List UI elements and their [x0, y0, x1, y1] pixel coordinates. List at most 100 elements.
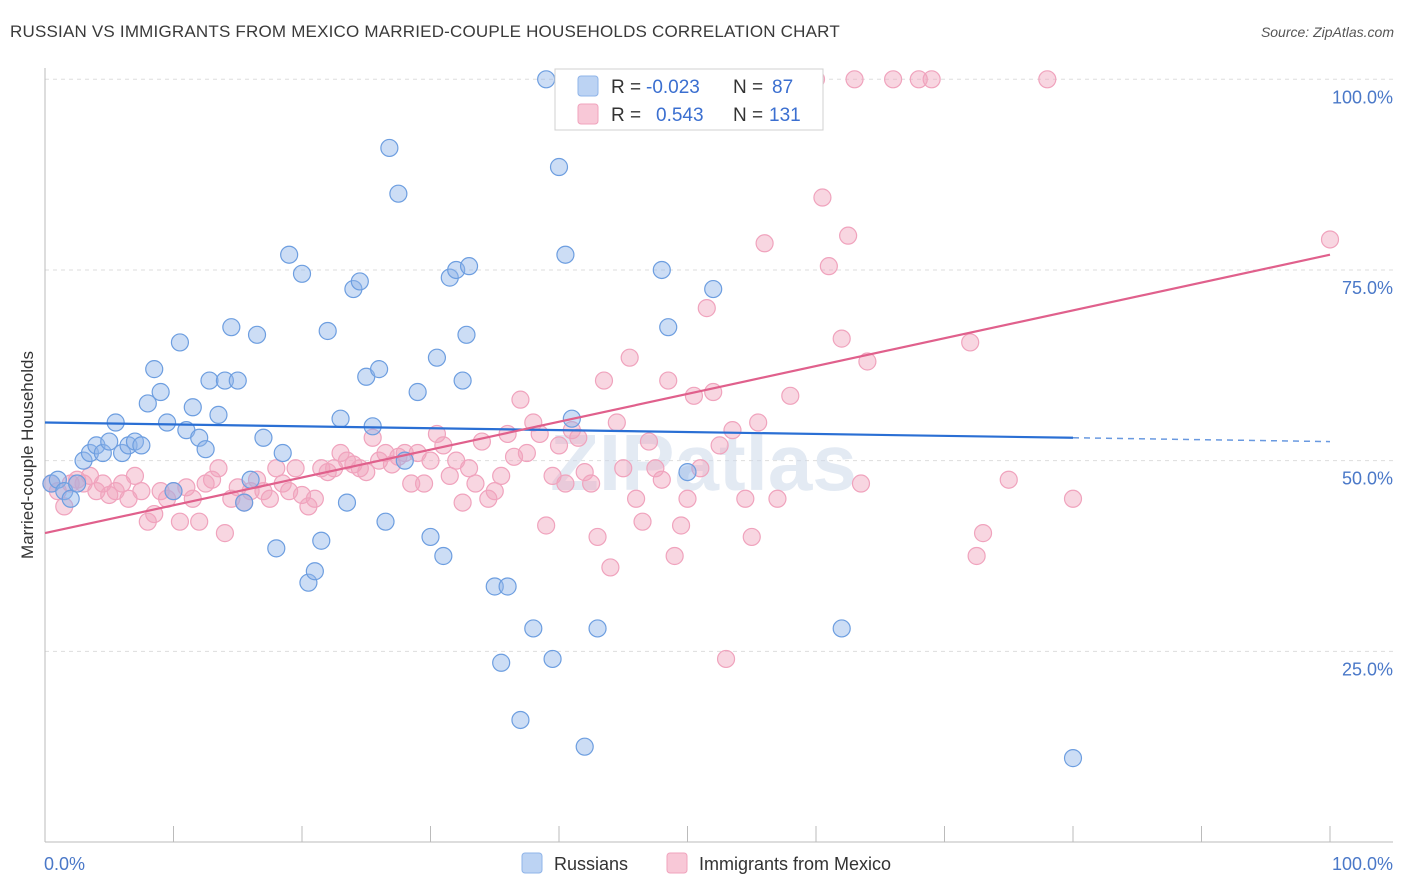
mexico-point: [999, 470, 1018, 489]
russian-point: [350, 272, 369, 291]
mexico-r-value: 0.543: [656, 105, 704, 126]
russian-point: [537, 70, 556, 89]
mexico-legend-swatch: [577, 103, 599, 125]
russian-point: [344, 279, 363, 299]
mexico-point: [973, 524, 993, 543]
mexico-point: [813, 188, 832, 207]
mexico-point: [607, 413, 626, 432]
russian-point: [459, 257, 479, 276]
russian-point: [312, 531, 331, 550]
russians-n-label: N =: [733, 77, 763, 98]
mexico-point: [626, 489, 646, 508]
mexico-points: [42, 70, 1340, 669]
mexico-point: [716, 649, 736, 669]
russian-point: [183, 398, 202, 417]
mexico-point: [202, 470, 222, 489]
y-tick-label: 100.0%: [1332, 87, 1393, 107]
russian-point: [196, 440, 215, 459]
mexico-point: [594, 371, 614, 390]
mexico-point: [697, 299, 716, 318]
russian-point: [408, 382, 427, 402]
mexico-point: [453, 493, 472, 512]
mexico-point: [575, 462, 594, 482]
y-tick-labels: 25.0% 50.0% 75.0% 100.0%: [1332, 87, 1393, 679]
gridlines: [45, 78, 1393, 652]
russian-point: [132, 436, 151, 455]
mexico-point: [781, 386, 800, 405]
russian-point: [659, 318, 678, 337]
mexico-point: [1063, 489, 1083, 508]
russian-point: [80, 443, 100, 463]
russian-point: [305, 562, 324, 581]
russian-point: [652, 260, 671, 280]
russian-point: [74, 451, 93, 470]
russian-point: [247, 325, 267, 344]
russian-point: [170, 333, 190, 352]
mexico-point: [858, 352, 877, 371]
mexico-point: [883, 70, 903, 89]
mexico-point: [421, 451, 440, 470]
russians-trend-extension: [1072, 437, 1331, 443]
series-legend: Russians Immigrants from Mexico: [521, 852, 891, 874]
mexico-point: [967, 546, 986, 566]
russian-point: [68, 474, 87, 493]
russian-point: [704, 279, 723, 299]
mexico-point: [331, 443, 350, 463]
mexico-point: [569, 428, 588, 447]
mexico-point: [138, 512, 157, 531]
mexico-point: [549, 436, 569, 455]
mexico-point: [260, 489, 279, 508]
mexico-point: [267, 459, 286, 478]
mexico-point: [671, 516, 691, 535]
russian-point: [331, 409, 350, 428]
russian-point: [228, 371, 247, 390]
mexico-point: [582, 474, 601, 493]
russian-point: [200, 371, 219, 390]
trend-lines: [44, 253, 1331, 535]
mexico-point: [485, 482, 504, 501]
mexico-point: [961, 333, 980, 352]
mexico-point: [517, 443, 536, 463]
mexico-n-label: N =: [733, 105, 763, 126]
axes: [44, 68, 1393, 843]
russian-point: [457, 325, 476, 344]
russians-n-value: 87: [772, 77, 793, 98]
mexico-point: [839, 226, 858, 245]
mexico-point: [652, 470, 671, 489]
russian-point: [112, 443, 132, 463]
russian-point: [100, 432, 119, 451]
mexico-point: [1038, 70, 1057, 89]
mexico-point: [633, 512, 652, 531]
mexico-point: [305, 489, 324, 508]
mexico-point: [55, 497, 74, 516]
mexico-point: [209, 459, 228, 478]
mexico-r-label: R =: [611, 105, 641, 126]
russian-point: [337, 493, 357, 512]
russian-point: [157, 413, 177, 432]
mexico-point: [511, 390, 530, 409]
russian-point: [549, 157, 569, 177]
mexico-point: [440, 466, 459, 486]
mexico-trend-line: [44, 253, 1331, 535]
mexico-point: [723, 421, 742, 440]
stats-legend: R = -0.023 N = 87 R = 0.543 N = 131: [554, 68, 824, 131]
mexico-point: [556, 474, 575, 493]
mexico-point: [614, 459, 633, 478]
mexico-point: [588, 527, 607, 547]
russian-point: [376, 512, 395, 531]
russian-point: [190, 428, 209, 447]
russian-point: [209, 405, 228, 424]
russians-r-value: -0.023: [646, 77, 700, 98]
mexico-point: [537, 516, 556, 535]
y-tick-label: 50.0%: [1342, 469, 1393, 489]
russian-point: [389, 184, 408, 203]
mexico-point: [819, 257, 838, 276]
y-tick-label: 25.0%: [1342, 659, 1393, 679]
russian-point: [832, 619, 851, 638]
mexico-point: [832, 329, 851, 348]
mexico-point: [742, 527, 761, 547]
russian-point: [235, 493, 254, 512]
russian-point: [241, 470, 260, 489]
russian-point: [215, 371, 234, 390]
